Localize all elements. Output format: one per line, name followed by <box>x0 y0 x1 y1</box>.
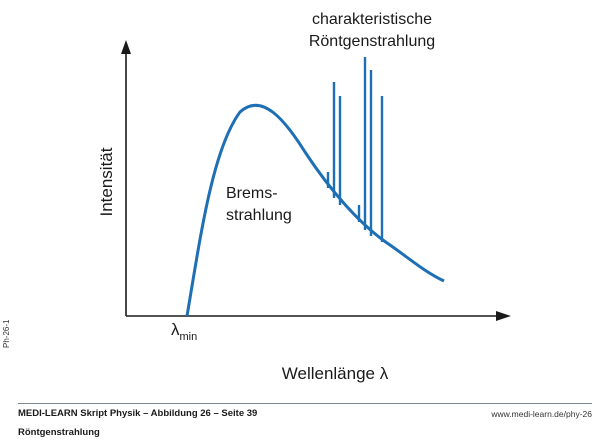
characteristic-label-line2: Röntgenstrahlung <box>309 33 435 50</box>
footer-url[interactable]: www.medi-learn.de/phy-26 <box>491 409 592 419</box>
lambda-symbol: λ <box>171 320 180 339</box>
y-axis-label: Intensität <box>97 147 116 216</box>
footer-title: MEDI-LEARN Skript Physik – Abbildung 26 … <box>18 408 258 419</box>
bremsstrahlung-curve <box>185 103 445 317</box>
x-axis-arrowhead <box>496 311 511 321</box>
bremsstrahlung-label-line2: strahlung <box>226 207 292 224</box>
y-axis-arrowhead <box>121 40 131 54</box>
lambda-subscript: min <box>180 331 198 343</box>
characteristic-label-line1: charakteristische <box>312 11 432 28</box>
footer-divider <box>18 403 592 404</box>
bremsstrahlung-label-line1: Brems- <box>226 185 278 202</box>
footer-subtitle: Röntgenstrahlung <box>18 427 100 438</box>
characteristic-lines <box>326 57 384 242</box>
x-axis-label: Wellenlänge λ <box>282 364 389 383</box>
figure-code: Ph-26-1 <box>2 319 11 348</box>
lambda-min-label: λmin <box>171 320 197 343</box>
